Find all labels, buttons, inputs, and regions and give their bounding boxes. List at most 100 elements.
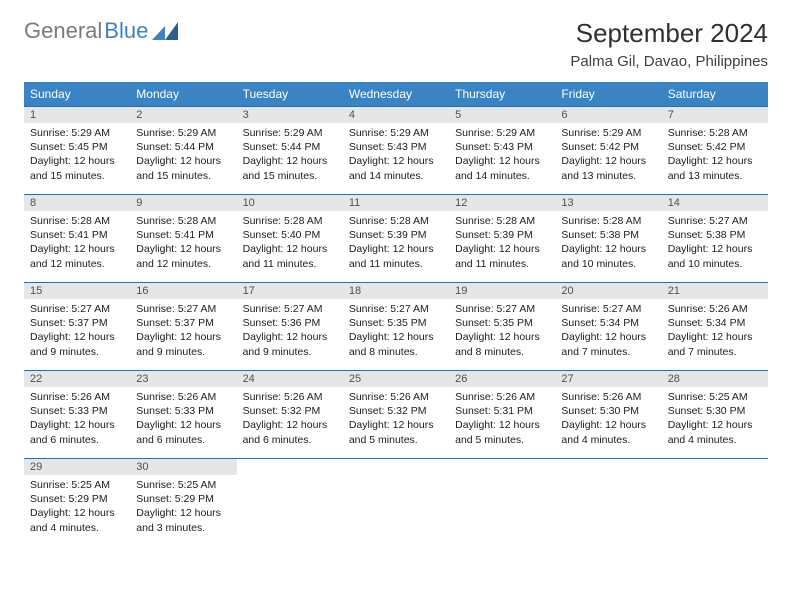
calendar-cell: 11Sunrise: 5:28 AMSunset: 5:39 PMDayligh… (343, 195, 449, 283)
sunrise-line: Sunrise: 5:27 AM (561, 302, 655, 316)
calendar-cell: 30Sunrise: 5:25 AMSunset: 5:29 PMDayligh… (130, 459, 236, 547)
daylight-line: Daylight: 12 hours and 8 minutes. (349, 330, 443, 358)
day-number: 23 (130, 371, 236, 387)
sunrise-line: Sunrise: 5:26 AM (136, 390, 230, 404)
sunrise-line: Sunrise: 5:27 AM (455, 302, 549, 316)
daylight-line: Daylight: 12 hours and 11 minutes. (455, 242, 549, 270)
daylight-line: Daylight: 12 hours and 15 minutes. (30, 154, 124, 182)
day-number: 24 (237, 371, 343, 387)
calendar-cell (449, 459, 555, 547)
sunset-line: Sunset: 5:32 PM (243, 404, 337, 418)
day-number: 16 (130, 283, 236, 299)
sunset-line: Sunset: 5:45 PM (30, 140, 124, 154)
day-number: 29 (24, 459, 130, 475)
title-block: September 2024 Palma Gil, Davao, Philipp… (570, 18, 768, 70)
day-number: 4 (343, 107, 449, 123)
daylight-line: Daylight: 12 hours and 14 minutes. (455, 154, 549, 182)
sunrise-line: Sunrise: 5:29 AM (243, 126, 337, 140)
sunset-line: Sunset: 5:44 PM (243, 140, 337, 154)
calendar-cell: 16Sunrise: 5:27 AMSunset: 5:37 PMDayligh… (130, 283, 236, 371)
brand-part1: General (24, 18, 102, 44)
calendar-cell: 15Sunrise: 5:27 AMSunset: 5:37 PMDayligh… (24, 283, 130, 371)
calendar-cell: 8Sunrise: 5:28 AMSunset: 5:41 PMDaylight… (24, 195, 130, 283)
sunrise-line: Sunrise: 5:29 AM (136, 126, 230, 140)
sunrise-line: Sunrise: 5:27 AM (349, 302, 443, 316)
calendar-cell: 28 Sunrise: 5:25 AMSunset: 5:30 PMDayligh… (662, 371, 768, 459)
day-number: 26 (449, 371, 555, 387)
day-details: Sunrise: 5:26 AMSunset: 5:32 PMDaylight:… (343, 387, 449, 451)
day-details: Sunrise: 5:29 AMSunset: 5:44 PMDaylight:… (130, 123, 236, 187)
day-details: Sunrise: 5:29 AMSunset: 5:43 PMDaylight:… (343, 123, 449, 187)
weekday-header: Sunday (24, 82, 130, 107)
sunrise-line: Sunrise: 5:26 AM (455, 390, 549, 404)
calendar-cell: 4Sunrise: 5:29 AMSunset: 5:43 PMDaylight… (343, 107, 449, 195)
sunset-line: Sunset: 5:30 PM (668, 404, 762, 418)
calendar-cell: 26Sunrise: 5:26 AMSunset: 5:31 PMDayligh… (449, 371, 555, 459)
sunset-line: Sunset: 5:31 PM (455, 404, 549, 418)
sunrise-line: Sunrise: 5:28 AM (561, 214, 655, 228)
calendar-cell: 29Sunrise: 5:25 AMSunset: 5:29 PMDayligh… (24, 459, 130, 547)
day-details: Sunrise: 5:28 AMSunset: 5:41 PMDaylight:… (130, 211, 236, 275)
day-number: 20 (555, 283, 661, 299)
calendar-cell: 27Sunrise: 5:26 AMSunset: 5:30 PMDayligh… (555, 371, 661, 459)
day-number: 2 (130, 107, 236, 123)
sunrise-line: Sunrise: 5:29 AM (30, 126, 124, 140)
daylight-line: Daylight: 12 hours and 4 minutes. (561, 418, 655, 446)
day-number: 28 (662, 371, 768, 387)
sunrise-line: Sunrise: 5:28 AM (455, 214, 549, 228)
sunset-line: Sunset: 5:34 PM (668, 316, 762, 330)
day-number: 21 (662, 283, 768, 299)
day-number: 6 (555, 107, 661, 123)
daylight-line: Daylight: 12 hours and 9 minutes. (30, 330, 124, 358)
day-number: 12 (449, 195, 555, 211)
day-details: Sunrise: 5:28 AMSunset: 5:42 PMDaylight:… (662, 123, 768, 187)
sunset-line: Sunset: 5:32 PM (349, 404, 443, 418)
calendar-cell: 1Sunrise: 5:29 AMSunset: 5:45 PMDaylight… (24, 107, 130, 195)
day-details: Sunrise: 5:26 AMSunset: 5:31 PMDaylight:… (449, 387, 555, 451)
day-details: Sunrise: 5:26 AMSunset: 5:33 PMDaylight:… (130, 387, 236, 451)
calendar-cell: 17Sunrise: 5:27 AMSunset: 5:36 PMDayligh… (237, 283, 343, 371)
day-details: Sunrise: 5:25 AMSunset: 5:29 PMDaylight:… (24, 475, 130, 539)
daylight-line: Daylight: 12 hours and 4 minutes. (668, 418, 762, 446)
calendar-row: 22Sunrise: 5:26 AMSunset: 5:33 PMDayligh… (24, 371, 768, 459)
day-number: 10 (237, 195, 343, 211)
day-details: Sunrise: 5:26 AMSunset: 5:32 PMDaylight:… (237, 387, 343, 451)
daylight-line: Daylight: 12 hours and 7 minutes. (668, 330, 762, 358)
calendar-cell: 14Sunrise: 5:27 AMSunset: 5:38 PMDayligh… (662, 195, 768, 283)
day-details: Sunrise: 5:28 AMSunset: 5:39 PMDaylight:… (343, 211, 449, 275)
day-number: 18 (343, 283, 449, 299)
sunrise-line: Sunrise: 5:29 AM (561, 126, 655, 140)
day-number: 27 (555, 371, 661, 387)
daylight-line: Daylight: 12 hours and 12 minutes. (136, 242, 230, 270)
sunset-line: Sunset: 5:34 PM (561, 316, 655, 330)
calendar-cell: 10Sunrise: 5:28 AMSunset: 5:40 PMDayligh… (237, 195, 343, 283)
sunrise-line: Sunrise: 5:26 AM (349, 390, 443, 404)
calendar-cell: 21 Sunrise: 5:26 AMSunset: 5:34 PMDayligh… (662, 283, 768, 371)
calendar-cell: 7Sunrise: 5:28 AMSunset: 5:42 PMDaylight… (662, 107, 768, 195)
sunrise-line: Sunrise: 5:25 AM (30, 478, 124, 492)
daylight-line: Daylight: 12 hours and 13 minutes. (668, 154, 762, 182)
day-number: 25 (343, 371, 449, 387)
daylight-line: Daylight: 12 hours and 13 minutes. (561, 154, 655, 182)
sunset-line: Sunset: 5:33 PM (136, 404, 230, 418)
brand-part2: Blue (104, 18, 148, 44)
day-number: 14 (662, 195, 768, 211)
daylight-line: Daylight: 12 hours and 11 minutes. (243, 242, 337, 270)
sunset-line: Sunset: 5:35 PM (349, 316, 443, 330)
daylight-line: Daylight: 12 hours and 4 minutes. (30, 506, 124, 534)
day-number: 11 (343, 195, 449, 211)
day-details: Sunrise: 5:27 AMSunset: 5:35 PMDaylight:… (449, 299, 555, 363)
sunset-line: Sunset: 5:29 PM (30, 492, 124, 506)
calendar-cell: 22Sunrise: 5:26 AMSunset: 5:33 PMDayligh… (24, 371, 130, 459)
sunrise-line: Sunrise: 5:25 AM (668, 390, 762, 404)
sunrise-line: Sunrise: 5:26 AM (668, 302, 762, 316)
calendar-row: 15Sunrise: 5:27 AMSunset: 5:37 PMDayligh… (24, 283, 768, 371)
weekday-header: Saturday (662, 82, 768, 107)
logo-triangle-icon (152, 22, 178, 40)
day-details: Sunrise: 5:27 AMSunset: 5:35 PMDaylight:… (343, 299, 449, 363)
daylight-line: Daylight: 12 hours and 5 minutes. (349, 418, 443, 446)
day-details: Sunrise: 5:28 AMSunset: 5:39 PMDaylight:… (449, 211, 555, 275)
daylight-line: Daylight: 12 hours and 10 minutes. (561, 242, 655, 270)
day-details: Sunrise: 5:26 AMSunset: 5:30 PMDaylight:… (555, 387, 661, 451)
daylight-line: Daylight: 12 hours and 12 minutes. (30, 242, 124, 270)
